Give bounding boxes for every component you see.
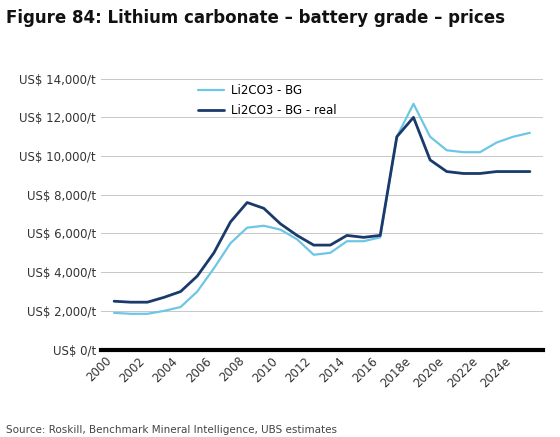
Li2CO3 - BG - real <box>377 233 384 238</box>
Li2CO3 - BG - real <box>444 169 450 174</box>
Li2CO3 - BG <box>144 311 151 316</box>
Li2CO3 - BG <box>377 235 384 240</box>
Li2CO3 - BG <box>260 223 267 229</box>
Li2CO3 - BG - real <box>394 134 400 139</box>
Li2CO3 - BG - real <box>144 299 151 305</box>
Li2CO3 - BG - real <box>161 295 167 300</box>
Li2CO3 - BG <box>360 239 367 244</box>
Li2CO3 - BG - real <box>344 233 351 238</box>
Li2CO3 - BG - real <box>127 299 134 305</box>
Li2CO3 - BG <box>327 250 334 256</box>
Li2CO3 - BG <box>394 134 400 139</box>
Li2CO3 - BG - real <box>410 115 417 120</box>
Li2CO3 - BG - real <box>293 233 300 238</box>
Li2CO3 - BG - real <box>227 219 234 225</box>
Li2CO3 - BG <box>493 140 500 145</box>
Li2CO3 - BG - real <box>211 250 217 256</box>
Li2CO3 - BG <box>444 148 450 153</box>
Li2CO3 - BG - real <box>260 206 267 211</box>
Li2CO3 - BG <box>178 305 184 310</box>
Li2CO3 - BG <box>194 289 200 294</box>
Li2CO3 - BG - real <box>310 243 317 248</box>
Li2CO3 - BG <box>111 310 118 316</box>
Li2CO3 - BG <box>127 311 134 316</box>
Text: Figure 84: Lithium carbonate – battery grade – prices: Figure 84: Lithium carbonate – battery g… <box>6 9 505 27</box>
Li2CO3 - BG <box>510 134 517 139</box>
Li2CO3 - BG <box>526 130 533 135</box>
Li2CO3 - BG - real <box>111 298 118 304</box>
Li2CO3 - BG <box>227 240 234 246</box>
Li2CO3 - BG - real <box>526 169 533 174</box>
Li2CO3 - BG - real <box>178 289 184 294</box>
Li2CO3 - BG <box>427 134 433 139</box>
Li2CO3 - BG - real <box>194 274 200 279</box>
Li2CO3 - BG - real <box>360 235 367 240</box>
Li2CO3 - BG - real <box>493 169 500 174</box>
Li2CO3 - BG <box>161 308 167 313</box>
Line: Li2CO3 - BG: Li2CO3 - BG <box>114 104 530 314</box>
Text: Source: Roskill, Benchmark Mineral Intelligence, UBS estimates: Source: Roskill, Benchmark Mineral Intel… <box>6 425 337 435</box>
Li2CO3 - BG - real <box>427 157 433 163</box>
Li2CO3 - BG - real <box>477 171 483 176</box>
Li2CO3 - BG <box>277 227 284 232</box>
Li2CO3 - BG <box>344 239 351 244</box>
Li2CO3 - BG - real <box>244 200 250 205</box>
Legend: Li2CO3 - BG, Li2CO3 - BG - real: Li2CO3 - BG, Li2CO3 - BG - real <box>195 82 339 120</box>
Li2CO3 - BG <box>477 149 483 155</box>
Li2CO3 - BG - real <box>277 221 284 226</box>
Li2CO3 - BG <box>410 101 417 107</box>
Li2CO3 - BG <box>244 225 250 230</box>
Li2CO3 - BG <box>310 252 317 257</box>
Line: Li2CO3 - BG - real: Li2CO3 - BG - real <box>114 118 530 302</box>
Li2CO3 - BG <box>211 266 217 271</box>
Li2CO3 - BG - real <box>510 169 517 174</box>
Li2CO3 - BG <box>460 149 466 155</box>
Li2CO3 - BG - real <box>460 171 466 176</box>
Li2CO3 - BG <box>293 237 300 242</box>
Li2CO3 - BG - real <box>327 243 334 248</box>
